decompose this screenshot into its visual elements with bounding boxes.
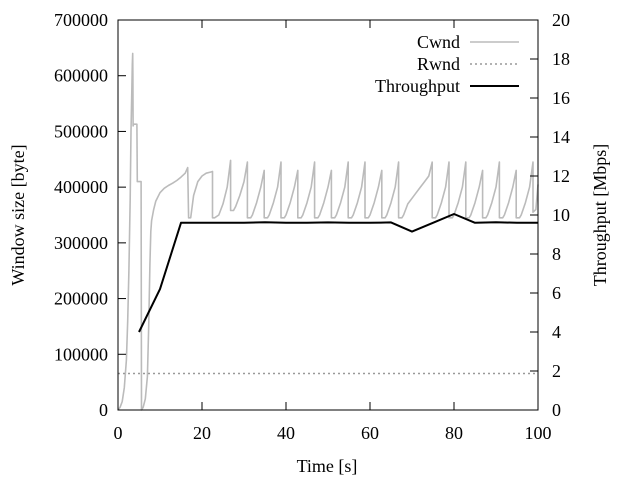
y-left-tick-label: 400000 [54, 177, 108, 197]
y-right-tick-label: 14 [552, 127, 570, 147]
y-right-tick-label: 20 [552, 10, 570, 30]
y-right-tick-label: 12 [552, 166, 570, 186]
y-left-tick-label: 600000 [54, 66, 108, 86]
y-right-tick-label: 16 [552, 88, 570, 108]
y-axis-label-right: Throughput [Mbps] [590, 144, 610, 287]
plot-frame [117, 19, 539, 411]
y-left-tick-label: 200000 [54, 289, 108, 309]
y-left-tick-label: 300000 [54, 233, 108, 253]
legend-rwnd-label: Rwnd [417, 54, 460, 74]
y-right-tick-label: 8 [552, 244, 561, 264]
series-line-cwnd [117, 52, 539, 411]
y-left-tick-label: 500000 [54, 121, 108, 141]
y-left-tick-label: 700000 [54, 10, 108, 30]
x-tick-label: 100 [525, 423, 552, 443]
y-right-tick-label: 0 [552, 400, 561, 420]
legend-cwnd-label: Cwnd [417, 32, 460, 52]
y-axis-label-left: Window size [byte] [8, 144, 28, 285]
ticks-layer: 0 20 40 60 80 1000100000200000300000400000500… [54, 10, 570, 443]
series-layer [117, 52, 539, 411]
y-right-tick-label: 10 [552, 205, 570, 225]
y-right-tick-label: 2 [552, 361, 561, 381]
x-tick-label: 20 [193, 423, 211, 443]
x-tick-label: 0 [114, 423, 123, 443]
x-tick-label: 60 [361, 423, 379, 443]
legend-throughput-label: Throughput [375, 76, 460, 96]
series-line-throughput [138, 213, 538, 333]
x-axis-label: Time [s] [297, 456, 358, 476]
y-right-tick-label: 6 [552, 283, 561, 303]
y-right-tick-label: 18 [552, 49, 570, 69]
y-right-tick-label: 4 [552, 322, 561, 342]
x-tick-label: 40 [277, 423, 295, 443]
y-left-tick-label: 0 [99, 400, 108, 420]
y-left-tick-label: 100000 [54, 344, 108, 364]
x-tick-label: 80 [445, 423, 463, 443]
